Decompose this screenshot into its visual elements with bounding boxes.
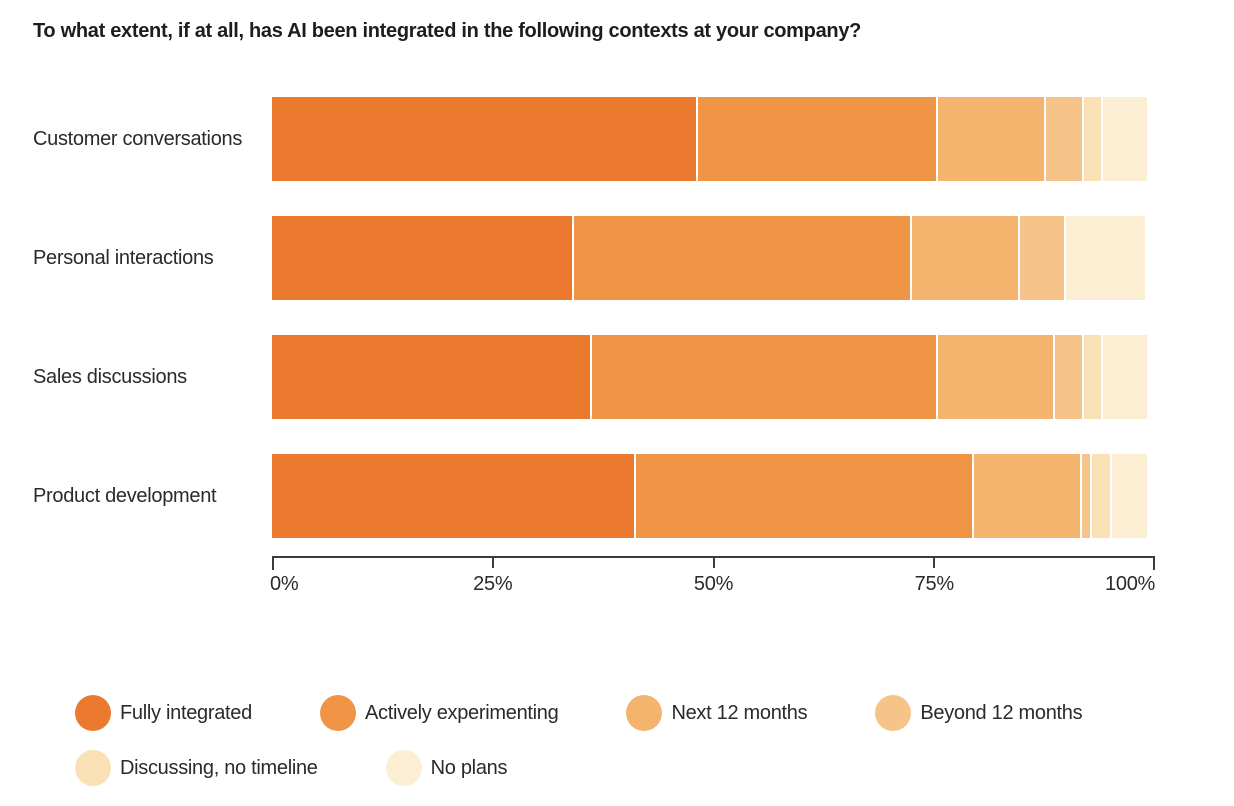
- axis-tick-label: 100%: [1105, 573, 1155, 595]
- bar-segment-beyond-12-months: [1055, 335, 1082, 419]
- axis-tick-label: 25%: [473, 573, 513, 595]
- legend-item-next-12-months: Next 12 months: [626, 695, 808, 731]
- legend-swatch-icon: [75, 750, 111, 786]
- bar-segment-beyond-12-months: [1046, 97, 1082, 181]
- axis-end-tick: [1153, 558, 1155, 570]
- category-label: Sales discussions: [33, 365, 187, 388]
- bar-segment-next-12-months: [973, 454, 1080, 538]
- bar-track: [272, 216, 1155, 300]
- bar-segment-beyond-12-months: [1081, 454, 1091, 538]
- category-label: Product development: [33, 484, 217, 507]
- bar-row: Personal interactions: [33, 216, 1155, 300]
- legend-item-actively-experimenting: Actively experimenting: [319, 695, 559, 731]
- bar-segment-fully-integrated: [272, 216, 573, 300]
- bar-row: Product development: [33, 454, 1155, 538]
- legend-swatch-icon: [385, 750, 422, 786]
- axis-tick-label: 50%: [693, 573, 734, 595]
- bar-segment-actively-experimenting: [591, 335, 937, 419]
- legend-swatch-icon: [75, 695, 111, 731]
- bar-segment-actively-experimenting: [574, 216, 910, 300]
- legend-item-beyond-12-months: Beyond 12 months: [875, 695, 1083, 731]
- axis-tick-label: 75%: [914, 573, 954, 595]
- bar-track: [272, 97, 1155, 181]
- axis-start-tick: [272, 558, 274, 570]
- bar-row: Customer conversations: [33, 97, 1155, 181]
- legend-label: Next 12 months: [671, 701, 808, 724]
- bar-segment-next-12-months: [938, 335, 1054, 419]
- bar-segment-discussing-no-timeline: [1083, 335, 1102, 419]
- chart-rows: Customer conversations Personal interacti…: [33, 97, 1155, 538]
- axis-tick-label: 0%: [270, 573, 299, 595]
- legend-item-discussing-no-timeline: Discussing, no timeline: [75, 750, 318, 786]
- bar-track: [272, 454, 1155, 538]
- bar-segment-next-12-months: [938, 97, 1045, 181]
- bar-segment-actively-experimenting: [636, 454, 972, 538]
- category-label: Customer conversations: [33, 127, 243, 150]
- bar-segment-fully-integrated: [272, 335, 590, 419]
- bar-segment-no-plans: [1103, 97, 1148, 181]
- legend-label: Fully integrated: [120, 701, 252, 724]
- axis-tick: [933, 558, 936, 568]
- legend-swatch-icon: [319, 695, 356, 731]
- legend-item-no-plans: No plans: [385, 750, 508, 786]
- legend-item-fully-integrated: Fully integrated: [75, 695, 252, 731]
- bar-segment-discussing-no-timeline: [1092, 454, 1110, 538]
- category-label: Personal interactions: [33, 246, 214, 269]
- bar-segment-fully-integrated: [272, 97, 696, 181]
- bar-segment-fully-integrated: [272, 454, 635, 538]
- chart-title: To what extent, if at all, has AI been i…: [33, 20, 862, 42]
- x-axis: 0% 25% 50% 75% 100%: [270, 556, 1155, 602]
- bar-segment-actively-experimenting: [697, 97, 937, 181]
- axis-tick: [712, 558, 715, 568]
- bar-segment-no-plans: [1103, 335, 1148, 419]
- bar-track: [272, 335, 1155, 419]
- legend-label: Discussing, no timeline: [120, 756, 318, 779]
- legend-swatch-icon: [875, 695, 912, 731]
- bar-segment-discussing-no-timeline: [1083, 97, 1102, 181]
- bar-segment-beyond-12-months: [1019, 216, 1064, 300]
- legend-swatch-icon: [626, 695, 663, 731]
- legend-label: Beyond 12 months: [920, 701, 1083, 724]
- bar-row: Sales discussions: [33, 335, 1155, 419]
- bar-segment-no-plans: [1111, 454, 1148, 538]
- axis-tick: [491, 558, 494, 568]
- bar-segment-next-12-months: [911, 216, 1018, 300]
- bar-segment-no-plans: [1065, 216, 1146, 300]
- legend-label: No plans: [430, 756, 508, 779]
- legend: Fully integrated Actively experimenting Ne…: [75, 695, 1159, 786]
- legend-label: Actively experimenting: [364, 701, 559, 724]
